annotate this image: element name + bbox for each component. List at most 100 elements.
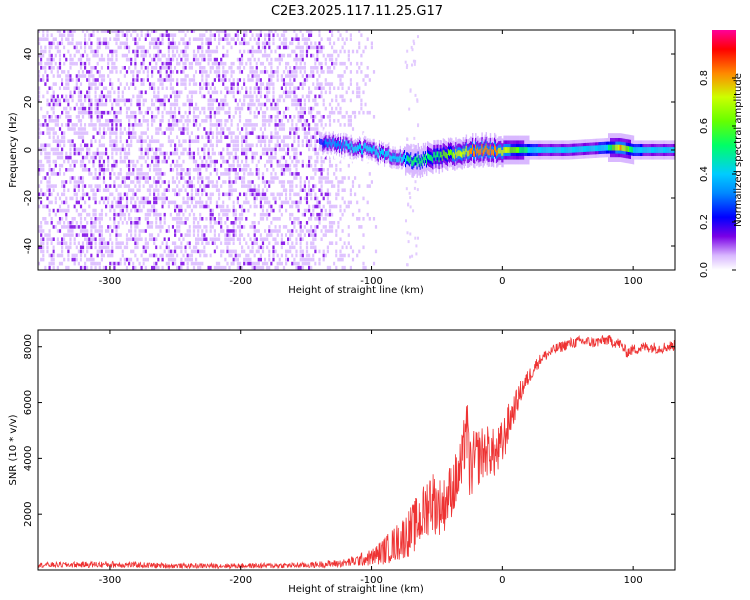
heatmap-cell	[228, 172, 231, 176]
heatmap-cell	[285, 163, 288, 168]
heatmap-cell	[138, 257, 141, 262]
heatmap-cell	[197, 221, 200, 225]
heatmap-cell	[203, 265, 206, 270]
heatmap-cell	[40, 45, 43, 50]
heatmap-cell	[257, 168, 260, 172]
heatmap-cell	[113, 33, 116, 37]
heatmap-cell	[176, 151, 179, 156]
heatmap-cell	[113, 245, 116, 250]
heatmap-cell	[270, 30, 273, 33]
heatmap-cell	[56, 49, 59, 54]
heatmap-cell	[138, 180, 141, 184]
heatmap-cell	[161, 110, 164, 115]
heatmap-cell	[44, 70, 47, 74]
heatmap-cell	[178, 30, 181, 33]
heatmap-cell	[199, 82, 202, 86]
heatmap-cell	[61, 163, 64, 168]
heatmap-cell	[50, 172, 53, 176]
heatmap-cell	[222, 200, 225, 205]
heatmap-cell	[169, 253, 172, 258]
heatmap-cell	[255, 196, 258, 201]
heatmap-cell	[308, 74, 311, 78]
heatmap-cell	[301, 168, 304, 172]
heatmap-cell	[238, 168, 242, 172]
heatmap-cell	[299, 90, 302, 95]
heatmap-cell	[100, 74, 103, 78]
heatmap-cell	[88, 74, 91, 78]
heatmap-cell	[90, 66, 93, 70]
heatmap-cell	[88, 49, 91, 54]
heatmap-cell	[73, 106, 76, 111]
heatmap-cell	[54, 245, 57, 250]
heatmap-cell	[44, 155, 47, 160]
heatmap-cell	[146, 176, 149, 180]
heatmap-cell	[75, 200, 78, 205]
heatmap-cell	[176, 78, 179, 82]
heatmap-cell	[117, 98, 120, 103]
heatmap-cell	[274, 237, 277, 241]
heatmap-cell	[148, 253, 152, 258]
heatmap-cell	[42, 57, 45, 62]
heatmap-cell	[40, 241, 43, 245]
heatmap-cell	[84, 176, 87, 180]
heatmap-cell	[81, 233, 85, 237]
heatmap-cell	[98, 265, 101, 270]
heatmap-cell	[197, 249, 200, 254]
heatmap-cell	[77, 41, 80, 46]
heatmap-cell	[234, 245, 237, 250]
heatmap-cell	[255, 30, 258, 33]
heatmap-cell	[243, 66, 246, 70]
heatmap-cell	[58, 208, 62, 213]
heatmap-cell	[264, 70, 267, 74]
heatmap-cell	[171, 70, 175, 74]
heatmap-cell	[305, 30, 309, 33]
heatmap-cell	[176, 176, 179, 180]
heatmap-cell	[171, 192, 175, 197]
heatmap-cell	[174, 41, 177, 46]
heatmap-cell	[123, 168, 126, 172]
heatmap-cell	[241, 253, 244, 258]
heatmap-cell	[268, 265, 271, 270]
heatmap-cell	[234, 249, 237, 254]
heatmap-cell	[50, 143, 53, 148]
heatmap-cell	[199, 163, 202, 168]
heatmap-cell	[241, 196, 244, 201]
heatmap-cell	[276, 261, 279, 266]
heatmap-cell	[224, 241, 227, 245]
heatmap-cell	[44, 204, 47, 209]
heatmap-cell	[48, 192, 51, 197]
heatmap-cell	[247, 204, 250, 209]
heatmap-cell	[86, 127, 89, 131]
heatmap-cell	[171, 90, 175, 95]
heatmap-cell	[56, 135, 59, 139]
heatmap-cell	[151, 102, 154, 107]
heatmap-cell	[199, 143, 202, 148]
heatmap-cell	[161, 159, 164, 164]
heatmap-cell	[73, 102, 76, 107]
heatmap-cell	[176, 61, 179, 66]
heatmap-cell	[52, 127, 55, 131]
heatmap-cell	[96, 49, 99, 54]
heatmap-cell	[98, 41, 101, 46]
heatmap-cell	[236, 37, 239, 41]
heatmap-cell	[132, 225, 135, 229]
heatmap-cell	[46, 159, 49, 164]
heatmap-cell	[136, 78, 139, 82]
heatmap-cell	[73, 257, 76, 262]
heatmap-cell	[130, 102, 133, 107]
heatmap-cell	[308, 168, 311, 172]
heatmap-cell	[171, 168, 175, 172]
heatmap-cell	[77, 135, 80, 139]
heatmap-cell	[75, 265, 78, 270]
heatmap-cell	[226, 249, 229, 254]
heatmap-cell	[259, 106, 262, 111]
heatmap-cell	[79, 53, 83, 58]
heatmap-cell	[159, 139, 162, 143]
heatmap-cell	[61, 184, 64, 188]
heatmap-cell	[178, 61, 181, 66]
heatmap-cell	[159, 204, 162, 209]
heatmap-cell	[245, 241, 248, 245]
heatmap-cell	[176, 49, 179, 54]
heatmap-cell	[195, 70, 198, 74]
heatmap-cell	[161, 176, 164, 180]
